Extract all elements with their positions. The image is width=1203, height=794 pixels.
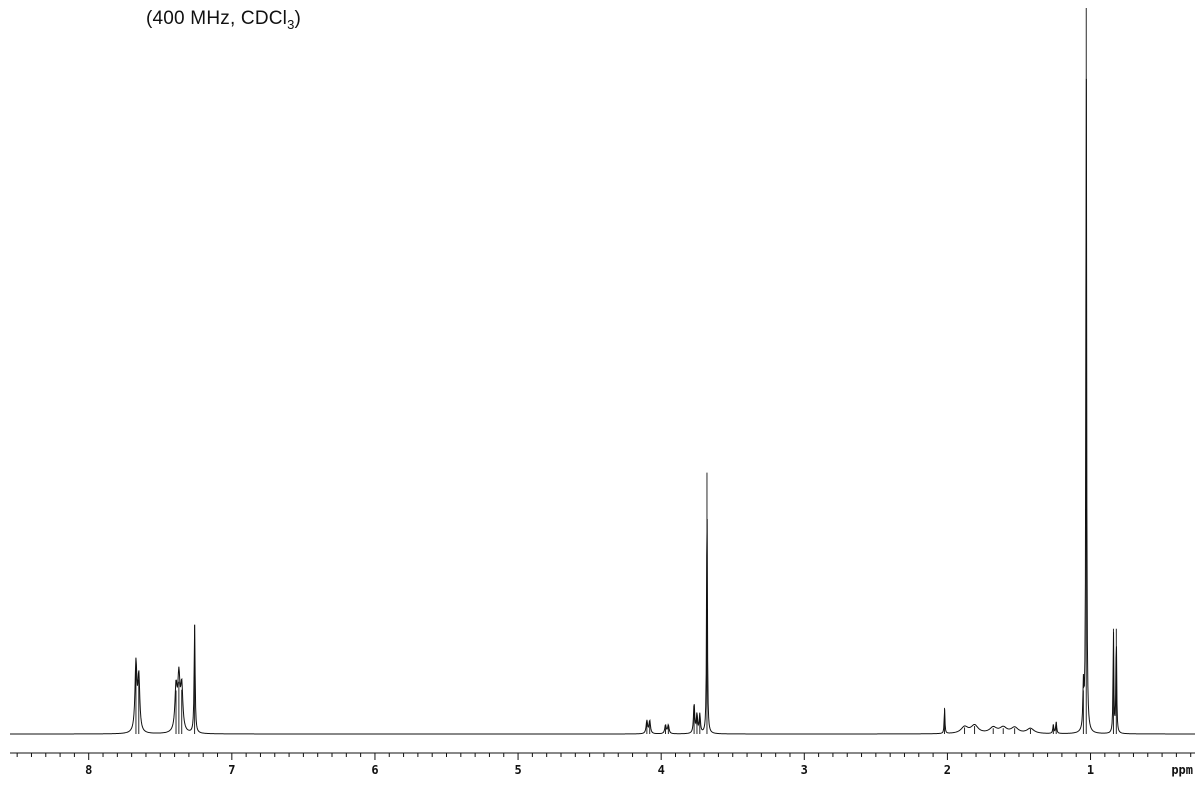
tick-label-5: 5 xyxy=(514,763,521,777)
ppm-axis: 8 7 6 5 4 3 2 1 ppm xyxy=(10,752,1195,777)
tick-label-7: 7 xyxy=(228,763,235,777)
caption-suffix: ) xyxy=(294,8,302,29)
tick-label-2: 2 xyxy=(944,763,951,777)
caption-subscript: 3 xyxy=(287,16,295,32)
x-axis-unit-label: ppm xyxy=(1171,763,1193,777)
tick-label-6: 6 xyxy=(371,763,378,777)
tick-label-8: 8 xyxy=(85,763,92,777)
tick-label-3: 3 xyxy=(801,763,808,777)
trace-layer xyxy=(10,8,1195,735)
spectrum-caption: (400 MHz, CDCl3) xyxy=(146,8,301,32)
caption-prefix: (400 MHz, CDCl xyxy=(146,8,288,29)
spectrum-trace xyxy=(10,78,1195,735)
tick-label-4: 4 xyxy=(658,763,665,777)
tick-label-1: 1 xyxy=(1087,763,1094,777)
